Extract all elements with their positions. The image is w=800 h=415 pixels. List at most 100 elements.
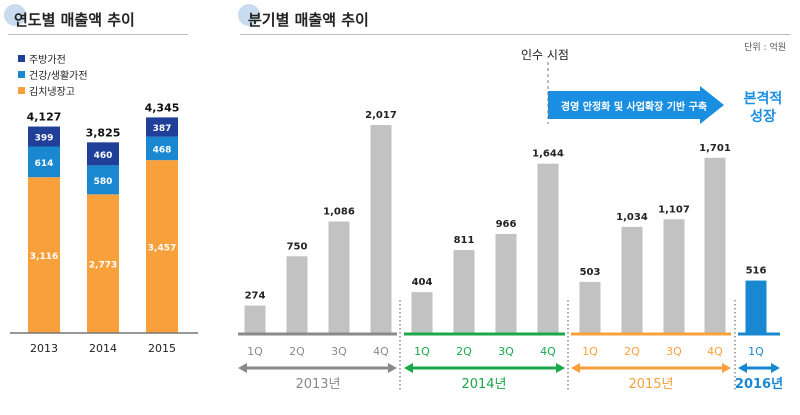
stabilization-banner: 경영 안정화 및 사업확장 기반 구축 [548, 86, 724, 124]
quarter-bar-3 [370, 125, 392, 334]
segment-label-2015-0: 3,457 [148, 244, 176, 254]
quarter-tick-label-2: 3Q [331, 345, 347, 358]
quarter-value-label-4: 404 [412, 277, 433, 288]
quarter-tick-label-7: 4Q [540, 345, 556, 358]
growth-label-line2: 성장 [750, 109, 776, 125]
legend: 주방가전 건강/생활가전 김치냉장고 [18, 50, 88, 98]
quarter-bar-11 [704, 157, 726, 334]
quarter-value-label-12: 516 [746, 266, 767, 277]
year-arrow-left-head-2 [571, 363, 580, 373]
quarter-bar-6 [495, 233, 517, 334]
stack-segment-2015-2 [146, 117, 178, 137]
legend-item-health: 건강/생활가전 [18, 66, 88, 82]
legend-item-kitchen: 주방가전 [18, 50, 88, 66]
total-label-2013: 4,127 [27, 111, 62, 124]
legend-item-kimchi: 김치냉장고 [18, 82, 88, 98]
legend-swatch-kitchen [18, 54, 25, 62]
year-arrow-right-head-0 [388, 363, 397, 373]
quarter-value-label-8: 503 [580, 267, 601, 278]
stack-segment-2014-0 [87, 194, 119, 333]
quarter-tick-label-10: 3Q [666, 345, 682, 358]
year-arrow-left-head-3 [738, 363, 747, 373]
year-label-2: 2015년 [628, 377, 673, 392]
quarter-tick-label-4: 1Q [414, 345, 430, 358]
quarter-value-label-3: 2,017 [365, 110, 397, 121]
quarter-tick-label-5: 2Q [456, 345, 472, 358]
right-title-divider [240, 34, 790, 35]
year-label-1: 2014년 [461, 377, 506, 392]
quarter-tick-label-11: 4Q [707, 345, 723, 358]
segment-label-2014-1: 580 [94, 177, 113, 187]
quarter-value-label-6: 966 [496, 219, 517, 230]
stack-segment-2015-0 [146, 160, 178, 333]
right-title-circle [238, 4, 260, 26]
quarter-value-label-2: 1,086 [323, 206, 355, 217]
stack-segment-2015-1 [146, 136, 178, 161]
legend-label-health: 건강/생활가전 [29, 70, 88, 82]
quarter-bar-10 [663, 219, 685, 334]
quarter-value-label-5: 811 [454, 235, 475, 246]
quarter-bar-1 [286, 256, 308, 334]
total-label-2015: 4,345 [145, 101, 180, 114]
right-chart-title: 분기별 매출액 추이 [248, 11, 369, 29]
legend-swatch-health [18, 70, 25, 78]
quarter-tick-label-9: 2Q [624, 345, 640, 358]
legend-label-kimchi: 김치냉장고 [29, 86, 75, 98]
quarter-bar-12 [745, 280, 767, 334]
quarter-bar-5 [453, 249, 475, 334]
quarter-bar-8 [579, 281, 601, 334]
segment-label-2015-2: 387 [153, 124, 172, 134]
quarter-value-label-7: 1,644 [532, 149, 564, 160]
year-arrow-right-head-3 [771, 363, 780, 373]
stack-segment-2014-2 [87, 142, 119, 166]
left-chart-title: 연도별 매출액 추이 [14, 11, 135, 29]
year-arrow-left-head-0 [238, 363, 247, 373]
quarter-bar-0 [244, 305, 266, 334]
stack-segment-2013-1 [28, 146, 60, 178]
quarter-tick-label-1: 2Q [289, 345, 305, 358]
quarter-value-label-9: 1,034 [616, 212, 648, 223]
segment-label-2015-1: 468 [153, 145, 172, 155]
x-tick-label-2013: 2013 [30, 342, 58, 355]
growth-label-line1: 본격적 [743, 91, 783, 107]
year-label-0: 2013년 [295, 377, 340, 392]
legend-swatch-kimchi [18, 86, 25, 94]
x-tick-label-2014: 2014 [89, 342, 117, 355]
quarter-bar-2 [328, 221, 350, 334]
quarter-bar-4 [411, 292, 433, 334]
stack-segment-2013-0 [28, 177, 60, 333]
acquisition-label: 인수 시점 [521, 48, 569, 62]
stack-segment-2014-1 [87, 165, 119, 195]
quarter-value-label-0: 274 [245, 291, 266, 302]
total-label-2014: 3,825 [86, 126, 121, 139]
quarter-value-label-11: 1,701 [699, 143, 731, 154]
stack-segment-2013-2 [28, 126, 60, 147]
year-arrow-right-head-1 [556, 363, 565, 373]
segment-label-2013-1: 614 [35, 159, 54, 169]
quarter-tick-label-6: 3Q [498, 345, 514, 358]
quarter-value-label-10: 1,107 [658, 204, 690, 215]
segment-label-2013-2: 399 [35, 134, 54, 144]
quarter-tick-label-12: 1Q [748, 345, 764, 358]
segment-label-2014-0: 2,773 [89, 261, 117, 271]
quarter-bar-7 [537, 163, 559, 334]
quarter-tick-label-0: 1Q [247, 345, 263, 358]
segment-label-2013-0: 3,116 [30, 252, 58, 262]
growth-label: 본격적 성장 [732, 90, 794, 126]
quarter-tick-label-3: 4Q [373, 345, 389, 358]
year-arrow-right-head-2 [722, 363, 731, 373]
banner-text: 경영 안정화 및 사업확장 기반 구축 [560, 102, 708, 113]
left-title-circle [4, 4, 26, 26]
legend-label-kitchen: 주방가전 [29, 54, 66, 66]
segment-label-2014-2: 460 [94, 151, 113, 161]
quarter-bar-9 [621, 226, 643, 334]
banner-arrow-shape [548, 86, 724, 124]
year-arrow-left-head-1 [404, 363, 413, 373]
quarter-tick-label-8: 1Q [582, 345, 598, 358]
left-title-divider [8, 34, 188, 35]
unit-note: 단위 : 억원 [744, 43, 786, 53]
quarter-value-label-1: 750 [287, 241, 308, 252]
year-label-3: 2016년 [735, 377, 783, 392]
